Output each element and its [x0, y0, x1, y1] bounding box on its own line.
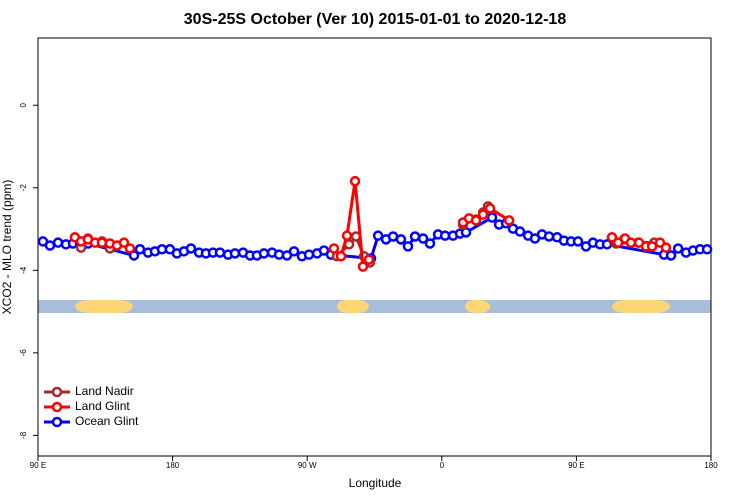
land-mask-band: [38, 300, 711, 313]
data-point: [185, 243, 197, 254]
y-tick-label: 0: [19, 102, 28, 107]
data-point: [357, 261, 369, 272]
data-point: [646, 241, 658, 252]
x-tick-label: 90 W: [298, 461, 317, 470]
x-tick-label: 0: [440, 461, 445, 470]
y-tick-label: -8: [19, 431, 28, 439]
legend-swatch-point: [51, 386, 63, 398]
x-tick-label: 180: [704, 461, 718, 470]
y-tick-label: -2: [19, 184, 28, 192]
data-point: [477, 209, 489, 220]
legend-swatch-point: [51, 401, 63, 413]
x-tick-label: 90 E: [30, 461, 46, 470]
land-band: [612, 300, 670, 313]
land-band: [337, 300, 369, 313]
x-tick-label: 90 E: [568, 461, 584, 470]
legend-label: Land Glint: [75, 399, 130, 413]
data-point: [328, 243, 340, 254]
data-point: [503, 215, 515, 226]
data-point: [660, 242, 672, 253]
data-point: [484, 203, 496, 214]
series: [69, 175, 672, 272]
data-point: [486, 212, 498, 223]
data-point: [214, 247, 226, 258]
data-point: [335, 251, 347, 262]
chart-title: 30S-25S October (Ver 10) 2015-01-01 to 2…: [184, 11, 567, 28]
data-point: [229, 248, 241, 259]
data-point: [303, 249, 315, 260]
data-point: [372, 230, 384, 241]
data-point: [44, 240, 56, 251]
data-point: [134, 244, 146, 255]
data-point: [543, 231, 555, 242]
data-point: [363, 254, 375, 265]
data-point: [118, 237, 130, 248]
data-point: [625, 237, 637, 248]
data-point: [701, 244, 713, 255]
data-point: [424, 238, 436, 249]
data-point: [395, 234, 407, 245]
data-point: [341, 230, 353, 241]
land-band: [465, 300, 490, 313]
data-point: [349, 175, 361, 187]
x-tick-label: 180: [166, 461, 180, 470]
y-tick-label: -6: [19, 349, 28, 357]
legend-label: Land Nadir: [75, 384, 134, 398]
data-point: [572, 236, 584, 247]
legend-label: Ocean Glint: [75, 414, 139, 428]
data-point: [672, 243, 684, 254]
y-tick-label: -4: [19, 266, 28, 274]
data-point: [124, 243, 136, 254]
ocean-band: [38, 300, 711, 313]
data-point: [665, 250, 677, 261]
x-axis-label: Longitude: [349, 476, 402, 490]
data-point: [409, 231, 421, 242]
data-point: [52, 237, 64, 248]
data-point: [258, 248, 270, 259]
data-point: [514, 226, 526, 237]
data-point: [470, 215, 482, 226]
data-point: [288, 246, 300, 257]
y-axis-label: XCO2 - MLO trend (ppm): [0, 180, 14, 315]
data-point: [606, 232, 618, 243]
legend-swatch-point: [51, 416, 63, 428]
land-band: [75, 300, 133, 313]
data-point: [402, 241, 414, 252]
data-point: [417, 233, 429, 244]
